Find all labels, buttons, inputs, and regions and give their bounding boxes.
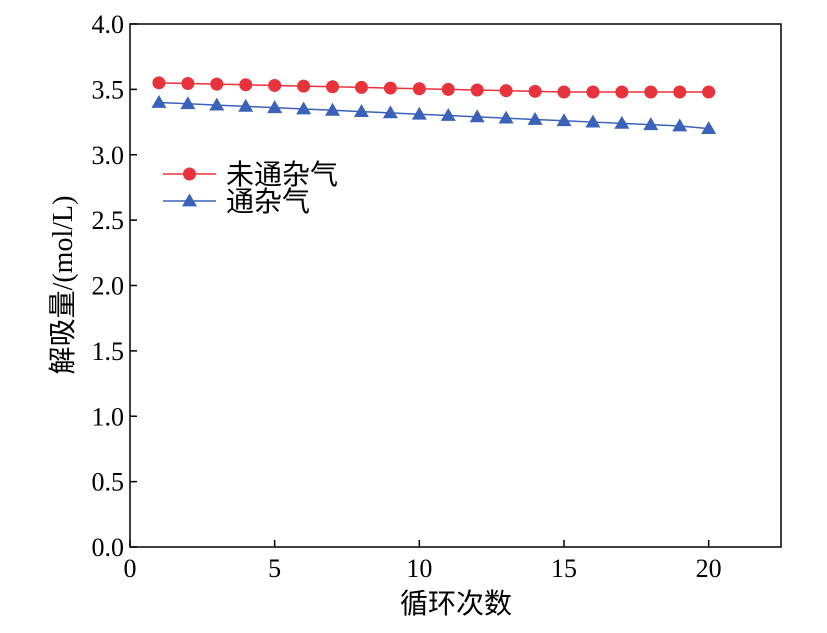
series-2-point [267,100,283,114]
series-line-2 [158,101,709,130]
x-axis-title: 循环次数 [400,588,512,620]
series-2-point [353,104,369,118]
y-tick-label: 2.0 [92,272,125,301]
series-2-point [325,102,341,116]
series-2-point [440,108,456,121]
series-1-point [354,80,368,94]
series-1-point [210,77,224,91]
y-tick-label: 0.5 [92,468,125,497]
series-2-point [382,105,398,119]
series-2-point [411,106,427,120]
series-2-point [585,114,601,128]
y-tick-label: 1.0 [92,402,125,431]
series-1-point [297,79,311,93]
y-tick-label: 3.0 [92,141,125,170]
y-tick-label: 4.0 [92,10,125,39]
y-tick-label: 2.5 [92,206,125,235]
series-2-point [614,115,630,129]
x-tick-label: 0 [124,554,137,583]
series-2-point [498,110,514,124]
y-axis-title: 解吸量/(mol/L) [47,196,79,375]
series-1-point [412,82,426,96]
legend-label-1: 未通杂气 [226,159,338,191]
series-2-point [180,96,196,110]
series-1-point [702,85,716,99]
x-tick-label: 15 [551,554,577,583]
series-1-point [557,85,571,99]
series-1-point [152,76,166,90]
series-2-point [469,109,485,123]
series-1-point [326,80,340,94]
y-tick-label: 3.5 [92,75,125,104]
series-1-point [499,84,513,98]
series-1-point [470,83,484,97]
series-1-point [239,78,253,92]
legend-label-2: 通杂气 [226,186,310,218]
y-tick-label: 1.5 [92,337,125,366]
series-1-point [528,84,542,98]
series-1-point [268,78,282,92]
x-tick-label: 5 [268,554,281,583]
series-2-point [701,121,717,134]
legend-marker-1 [183,167,196,181]
series-2-point [296,101,312,115]
series-1-point [383,81,397,95]
series-1-point [181,76,195,90]
series-2-point [238,98,254,112]
series-2-point [672,118,688,132]
series-2-point [556,113,572,127]
series-2-point [209,97,225,111]
series-2-point [151,94,167,108]
plot-area: 0 5 10 15 20 0.0 0.5 1.0 1.5 2.0 2.5 3.0 3.5 4.0 未通杂气通… [92,10,782,583]
series-1-point [644,85,658,99]
x-tick-label: 10 [406,554,432,583]
series-2-point [643,117,659,131]
series-2-point [527,111,543,125]
plot-frame [129,23,782,548]
series-1-point [586,85,600,99]
y-tick-label: 0.0 [92,533,125,562]
x-tick-label: 20 [696,554,722,583]
legend-marker-2 [182,193,197,207]
series-1-point [615,85,629,99]
series-1-point [673,85,687,99]
series-1-point [441,82,455,96]
